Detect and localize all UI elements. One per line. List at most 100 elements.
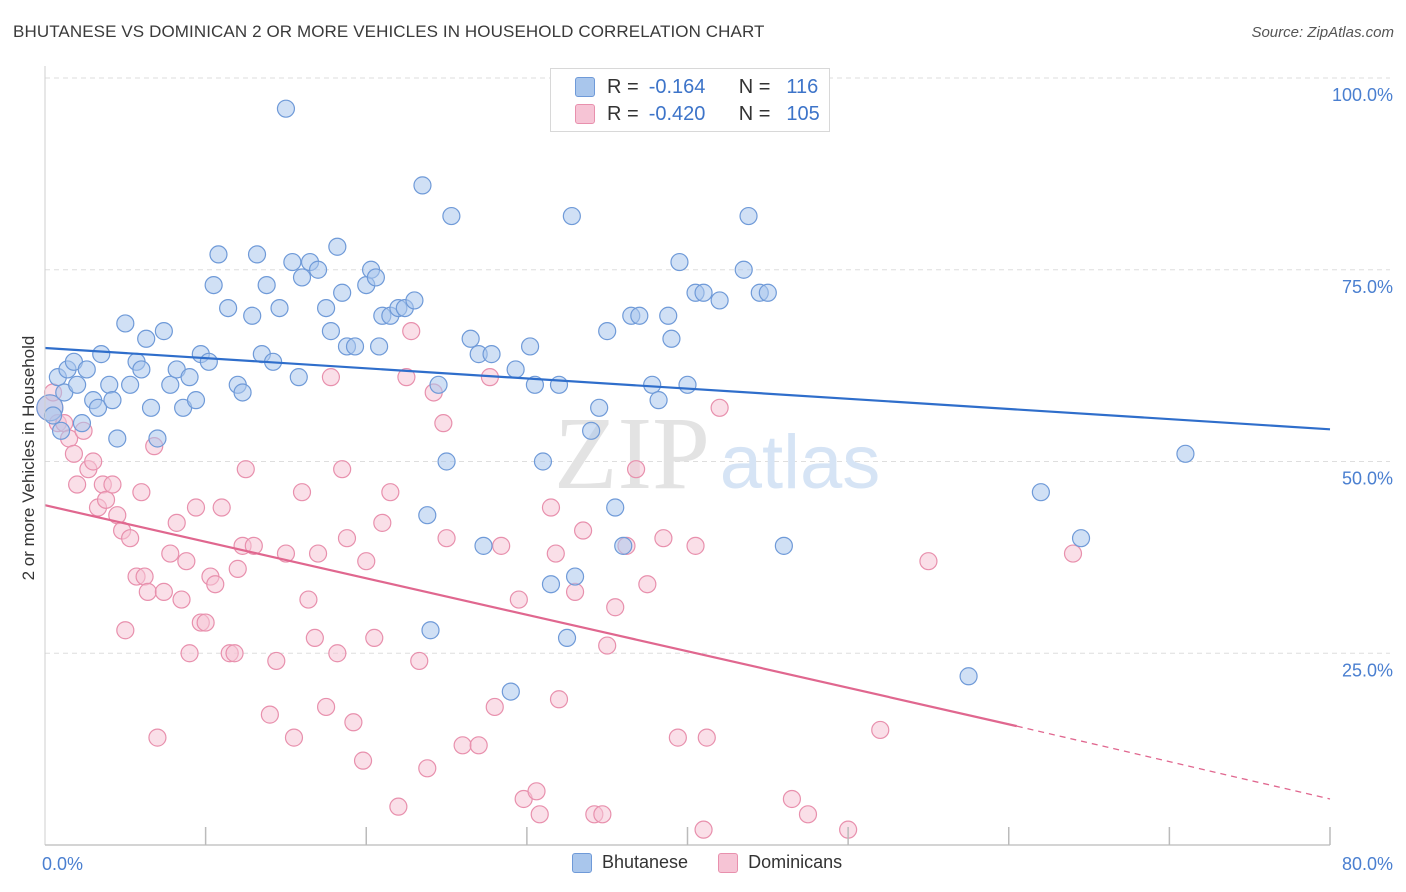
y-tick-label: 75.0%	[1342, 277, 1393, 297]
dominicans-point	[206, 575, 225, 594]
watermark: ZIP atlas	[554, 396, 880, 511]
dominicans-trend-extension	[1016, 725, 1331, 800]
source-label: Source: ZipAtlas.com	[1251, 24, 1394, 41]
dominicans-point	[541, 498, 561, 517]
bhutanese-point	[132, 360, 151, 379]
axes: 25.0% 50.0% 75.0% 100.0% 0.0% 80.0%	[42, 66, 1393, 874]
correlation-legend: R = -0.164 N = 116 R = -0.420 N = 105	[550, 68, 830, 132]
dominicans-point	[244, 536, 263, 555]
bhutanese-point	[590, 398, 609, 417]
bhutanese-point	[88, 398, 108, 417]
dominicans-point	[357, 552, 376, 571]
bhutanese-point	[243, 306, 262, 325]
bhutanese-point	[614, 536, 633, 555]
y-axis-title: 2 or more Vehicles in Household	[19, 336, 38, 581]
dominicans-point	[68, 475, 87, 494]
dominicans-point	[305, 628, 324, 648]
bhutanese-point	[549, 375, 569, 394]
dominicans-point	[138, 582, 157, 601]
bhutanese-point	[959, 667, 978, 686]
dominicans-point	[530, 805, 549, 824]
bhutanese-point	[565, 567, 585, 586]
pink-swatch	[718, 852, 739, 873]
dominicans-point	[353, 751, 373, 770]
dominicans-point	[798, 805, 818, 824]
bhutanese-point	[739, 206, 758, 226]
dominicans-point	[654, 529, 673, 548]
bhutanese-point	[774, 536, 793, 555]
bhutanese-point	[51, 421, 71, 440]
bhutanese-point	[219, 299, 238, 318]
dominicans-point	[212, 498, 231, 517]
bhutanese-point	[557, 628, 577, 648]
dominicans-point	[260, 705, 279, 724]
legend-label: Bhutanese	[602, 852, 689, 872]
bhutanese-points	[36, 68, 1195, 701]
bhutanese-point	[43, 406, 63, 425]
dominicans-point	[84, 452, 103, 471]
bhutanese-point	[316, 299, 336, 318]
dominicans-point	[64, 444, 84, 463]
bhutanese-point	[209, 245, 228, 264]
y-tick-label: 50.0%	[1342, 469, 1393, 489]
dominicans-point	[549, 690, 569, 709]
dominicans-point	[871, 720, 890, 740]
dominicans-point	[381, 483, 400, 502]
bhutanese-point	[154, 322, 173, 341]
dominicans-point	[328, 644, 347, 663]
dominicans-point	[135, 567, 154, 586]
dominicans-point	[469, 736, 488, 755]
dominicans-point	[186, 498, 206, 517]
bhutanese-point	[68, 375, 87, 394]
bhutanese-point	[758, 283, 777, 302]
bhutanese-point	[461, 329, 480, 348]
dominicans-point	[389, 797, 408, 816]
dominicans-point	[546, 544, 565, 563]
bhutanese-point	[100, 375, 119, 394]
bhutanese-point	[204, 275, 223, 295]
r-value: -0.164	[648, 75, 706, 98]
bhutanese-point	[643, 375, 662, 394]
dominicans-point	[626, 460, 646, 479]
dominicans-point	[267, 651, 286, 671]
bhutanese-point	[506, 360, 525, 379]
dominicans-point	[96, 490, 116, 509]
dominicans-point	[132, 483, 151, 502]
bhutanese-point	[678, 375, 697, 394]
dominicans-point	[573, 521, 593, 540]
dominicans-point	[172, 590, 191, 609]
pink-swatch	[575, 104, 595, 124]
bhutanese-point	[180, 368, 199, 387]
bhutanese-point	[247, 245, 267, 264]
dominicans-point	[397, 368, 416, 387]
dominicans-points	[36, 322, 1083, 839]
dominicans-point	[299, 590, 318, 609]
dominicans-point	[638, 575, 657, 594]
dominicans-point	[180, 644, 199, 663]
bhutanese-point	[525, 375, 545, 394]
bhutanese-point	[72, 414, 92, 433]
bhutanese-point	[289, 368, 308, 387]
dominicans-point	[509, 590, 528, 609]
series-legend: Bhutanese Dominicans	[572, 852, 872, 873]
bhutanese-point	[582, 421, 601, 440]
bhutanese-point	[148, 429, 167, 448]
bhutanese-point	[734, 260, 753, 279]
n-label: N =	[738, 102, 771, 125]
blue-swatch	[575, 77, 595, 97]
bhutanese-point	[694, 283, 713, 302]
bhutanese-point	[501, 682, 520, 701]
bhutanese-point	[321, 322, 341, 341]
dominicans-point	[418, 759, 437, 778]
bhutanese-point	[292, 268, 312, 287]
bhutanese-point	[630, 306, 649, 325]
dominicans-point	[321, 368, 341, 387]
bhutanese-point	[77, 360, 96, 379]
dominicans-point	[485, 697, 504, 717]
dominicans-point	[308, 544, 328, 563]
chart-title: BHUTANESE VS DOMINICAN 2 OR MORE VEHICLE…	[13, 22, 765, 41]
x-tick-label: 0.0%	[42, 854, 83, 874]
dominicans-point	[116, 621, 135, 640]
bhutanese-point	[161, 375, 180, 394]
